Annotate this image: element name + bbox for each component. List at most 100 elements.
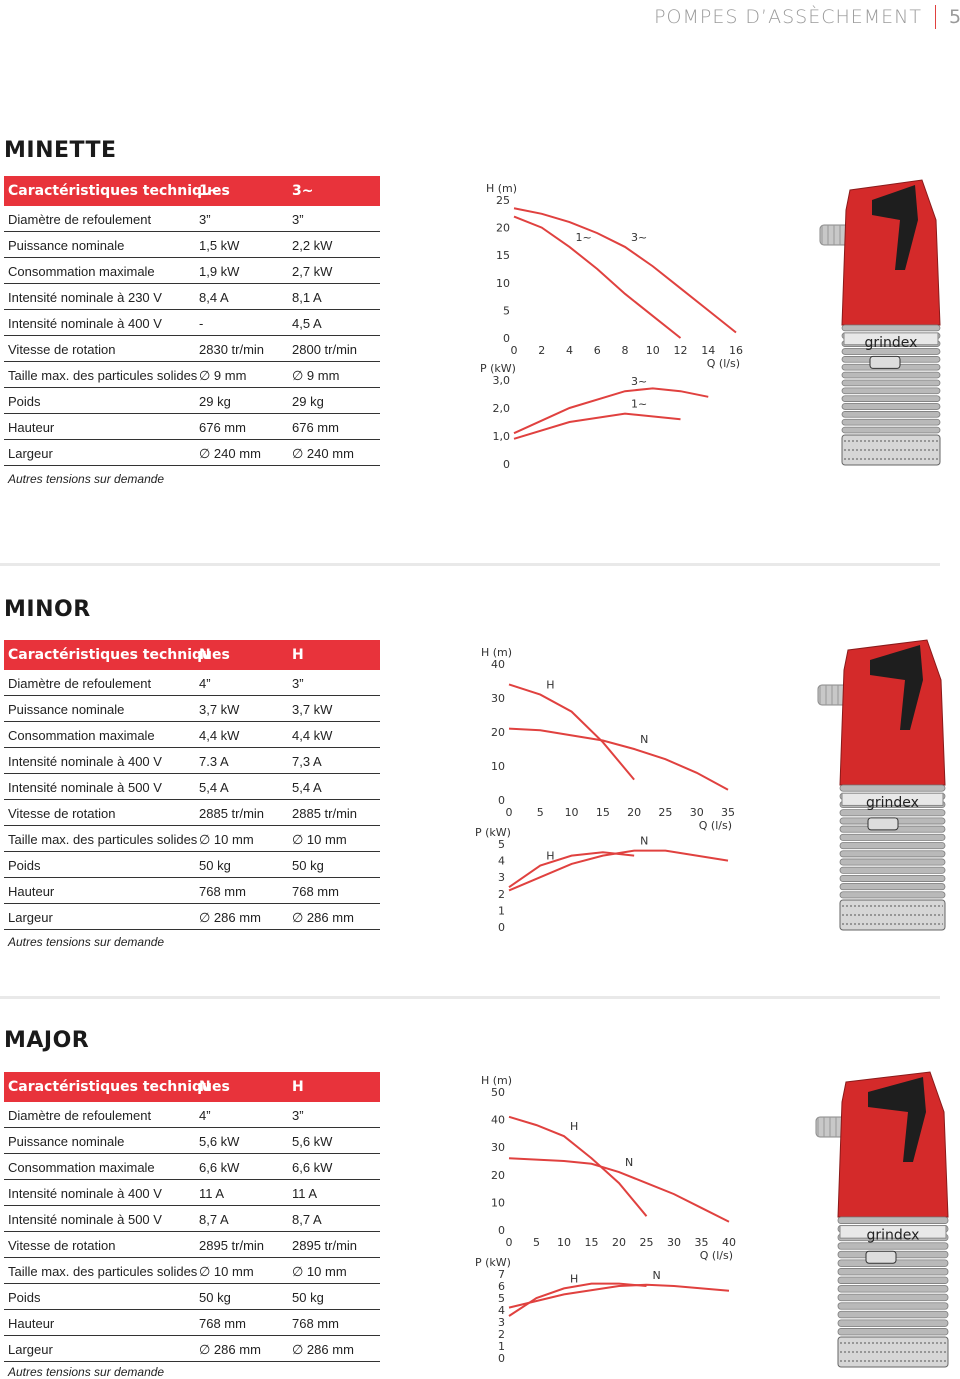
spec-header-cell: N	[199, 647, 211, 663]
h-tick-label: 10	[491, 1196, 505, 1209]
spec-header-cell: 1~	[199, 183, 221, 199]
spec-cell: 2885 tr/min	[199, 806, 265, 821]
pump-brand-label: grindex	[865, 335, 918, 351]
q-tick-label: 5	[537, 806, 544, 819]
section-divider	[0, 996, 940, 999]
spec-cell: ∅ 286 mm	[199, 1342, 261, 1357]
spec-cell: Largeur	[8, 446, 53, 461]
spec-row: Poids 50 kg 50 kg	[4, 852, 380, 878]
spec-cell: 2885 tr/min	[292, 806, 358, 821]
h-tick-label: 40	[491, 1114, 505, 1127]
spec-row: Vitesse de rotation 2895 tr/min 2895 tr/mi…	[4, 1232, 380, 1258]
spec-row: Intensité nominale à 500 V 5,4 A 5,4 A	[4, 774, 380, 800]
p-tick-label: 5	[498, 1292, 505, 1305]
spec-row: Puissance nominale 3,7 kW 3,7 kW	[4, 696, 380, 722]
spec-cell: 1,9 kW	[199, 264, 240, 279]
h-axis-label: H (m)	[481, 646, 512, 659]
spec-cell: Vitesse de rotation	[8, 806, 116, 821]
spec-cell: Intensité nominale à 400 V	[8, 316, 162, 331]
spec-table: Caractéristiques techniques 1~ 3~ Diamètre …	[4, 176, 380, 466]
power-curve-0	[508, 851, 635, 888]
spec-cell: Consommation maximale	[8, 264, 155, 279]
spec-header-cell: Caractéristiques techniques	[8, 183, 230, 199]
spec-cell: 29 kg	[292, 394, 324, 409]
h-axis-label: H (m)	[486, 182, 517, 195]
spec-cell: 3”	[199, 212, 211, 227]
spec-cell: 50 kg	[292, 1290, 324, 1305]
power-curve-1	[508, 1283, 730, 1309]
spec-cell: ∅ 286 mm	[199, 910, 261, 925]
p-tick-label: 5	[498, 838, 505, 851]
spec-cell: Intensité nominale à 400 V	[8, 754, 162, 769]
spec-cell: Consommation maximale	[8, 728, 155, 743]
q-tick-label: 10	[557, 1236, 571, 1249]
spec-cell: Intensité nominale à 500 V	[8, 1212, 162, 1227]
q-tick-label: 35	[721, 806, 735, 819]
pump-outlet-icon	[815, 1116, 851, 1138]
p-tick-label: 3	[498, 871, 505, 884]
spec-cell: ∅ 10 mm	[199, 1264, 254, 1279]
p-axis-label: P (kW)	[475, 1256, 511, 1269]
spec-cell: Intensité nominale à 400 V	[8, 1186, 162, 1201]
spec-cell: 5,6 kW	[292, 1134, 333, 1149]
spec-cell: Hauteur	[8, 1316, 55, 1331]
spec-cell: ∅ 10 mm	[292, 832, 347, 847]
spec-cell: -	[199, 316, 204, 331]
header-separator	[935, 5, 936, 29]
spec-cell: Largeur	[8, 910, 53, 925]
q-tick-label: 5	[533, 1236, 540, 1249]
head-series-label: N	[640, 733, 648, 746]
spec-cell: Consommation maximale	[8, 1160, 155, 1175]
p-tick-label: 2	[498, 1328, 505, 1341]
spec-cell: 8,1 A	[292, 290, 322, 305]
pump-brand-label: grindex	[866, 795, 919, 811]
spec-cell: 29 kg	[199, 394, 231, 409]
spec-cell: 11 A	[199, 1186, 225, 1201]
spec-cell: Diamètre de refoulement	[8, 1108, 152, 1123]
header-title: POMPES D’ASSÈCHEMENT	[654, 6, 922, 28]
h-tick-label: 15	[496, 249, 510, 262]
spec-cell: 3”	[292, 212, 304, 227]
spec-cell: 50 kg	[292, 858, 324, 873]
q-tick-label: 0	[506, 1236, 513, 1249]
spec-header-cell: N	[199, 1079, 211, 1095]
pump-strainer-icon	[839, 899, 946, 931]
spec-row: Consommation maximale 1,9 kW 2,7 kW	[4, 258, 380, 284]
head-series-label: N	[625, 1156, 633, 1169]
spec-row: Consommation maximale 6,6 kW 6,6 kW	[4, 1154, 380, 1180]
q-tick-label: 15	[585, 1236, 599, 1249]
spec-cell: 4,5 A	[292, 316, 322, 331]
q-tick-label: 20	[627, 806, 641, 819]
spec-cell: 2895 tr/min	[199, 1238, 265, 1253]
power-series-label: 1~	[631, 398, 647, 411]
spec-header-cell: Caractéristiques techniques	[8, 1079, 230, 1095]
spec-row: Diamètre de refoulement 3” 3”	[4, 206, 380, 232]
spec-cell: 11 A	[292, 1186, 318, 1201]
q-tick-label: 14	[701, 344, 715, 357]
spec-header-cell: Caractéristiques techniques	[8, 647, 230, 663]
power-series-label: N	[653, 1269, 661, 1282]
spec-cell: 3”	[292, 1108, 304, 1123]
q-tick-label: 35	[695, 1236, 709, 1249]
spec-cell: Puissance nominale	[8, 1134, 125, 1149]
spec-cell: 5,4 A	[199, 780, 229, 795]
spec-row: Intensité nominale à 400 V - 4,5 A	[4, 310, 380, 336]
q-axis-label: Q (l/s)	[700, 1249, 733, 1262]
head-series-label: 3~	[631, 231, 647, 244]
h-tick-label: 40	[491, 658, 505, 671]
spec-cell: 4,4 kW	[292, 728, 333, 743]
spec-cell: 768 mm	[199, 1316, 246, 1331]
spec-cell: 8,7 A	[199, 1212, 229, 1227]
pump-illustration: grindex	[819, 179, 941, 466]
p-tick-label: 0	[498, 921, 505, 934]
spec-cell: Intensité nominale à 500 V	[8, 780, 162, 795]
pump-nameplate-icon	[867, 817, 899, 831]
pump-strainer-icon	[841, 434, 941, 466]
spec-cell: 3,7 kW	[199, 702, 240, 717]
spec-cell: 768 mm	[292, 1316, 339, 1331]
q-tick-label: 40	[722, 1236, 736, 1249]
q-tick-label: 16	[729, 344, 743, 357]
spec-cell: 8,4 A	[199, 290, 229, 305]
section-title: MINOR	[4, 597, 91, 622]
spec-cell: 8,7 A	[292, 1212, 322, 1227]
